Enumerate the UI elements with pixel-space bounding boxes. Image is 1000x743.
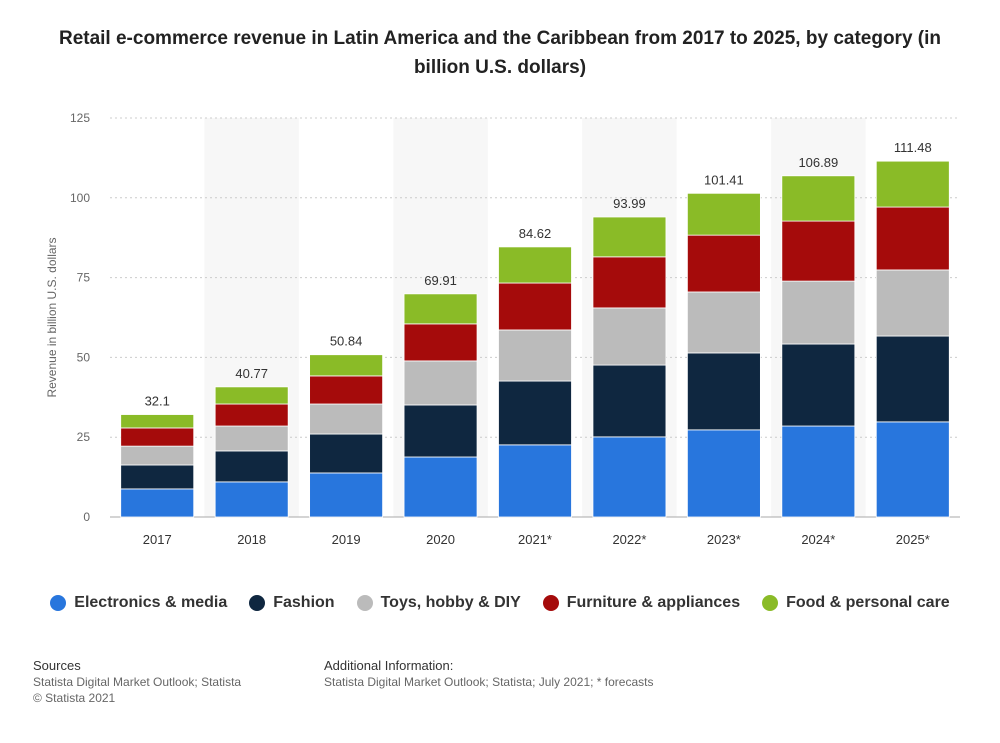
legend-marker-icon <box>356 595 373 611</box>
y-tick-label: 50 <box>77 350 91 364</box>
y-tick-label: 0 <box>83 510 90 524</box>
bar-segment <box>781 280 856 345</box>
bar-segment <box>120 464 195 490</box>
legend-label: Electronics & media <box>74 594 228 611</box>
bar-segment <box>592 307 667 366</box>
x-tick-label: 2017 <box>143 532 172 547</box>
bar-segment <box>781 343 856 427</box>
legend-item[interactable]: Electronics & media <box>50 594 227 612</box>
bar-segment <box>498 246 572 284</box>
x-tick-label: 2019 <box>332 532 361 547</box>
y-tick-label: 100 <box>70 191 90 205</box>
bar-segment <box>875 269 950 337</box>
bar-segment <box>403 323 478 362</box>
y-tick-label: 125 <box>70 111 90 125</box>
y-tick-label: 75 <box>77 271 91 285</box>
bar-segment <box>875 206 950 271</box>
data-label: 106.89 <box>798 155 838 170</box>
bar-segment <box>214 481 289 518</box>
legend-marker-icon <box>249 595 266 611</box>
bar-segment <box>120 445 195 466</box>
bar-segment <box>214 386 289 405</box>
bar-segment <box>309 354 384 377</box>
bar-segment <box>592 256 667 309</box>
stacked-bar-chart: 0 25 50 75 100 125 Revenue in billion U.S. dol… <box>45 111 960 547</box>
bar-segment <box>781 425 856 518</box>
data-label: 32.1 <box>145 394 170 409</box>
bar-segment <box>875 421 950 518</box>
bar-segment <box>875 160 950 208</box>
bar-segment <box>686 291 761 354</box>
sources-text: Statista Digital Market Outlook; Statist… <box>33 675 242 689</box>
bar-segment <box>686 429 761 518</box>
info-text: Statista Digital Market Outlook; Statist… <box>324 675 654 689</box>
info-label: Additional Information: <box>324 658 454 673</box>
legend-marker-icon <box>50 595 67 611</box>
data-label: 69.91 <box>424 273 457 288</box>
bar-segment <box>214 403 289 427</box>
bar-segment <box>309 403 384 435</box>
chart-title: Retail e-commerce revenue in Latin Ameri… <box>58 28 942 78</box>
legend-item[interactable]: Furniture & appliances <box>542 594 741 612</box>
bar-segment <box>309 472 384 518</box>
x-tick-label: 2024* <box>801 532 835 547</box>
bar-segment <box>686 192 761 236</box>
data-label: 50.84 <box>330 334 363 349</box>
sources-label: Sources <box>33 658 81 673</box>
legend-item[interactable]: Fashion <box>249 594 335 612</box>
bar-segment <box>686 352 761 431</box>
bar-segment <box>120 414 195 429</box>
sources: Sources Statista Digital Market Outlook;… <box>33 658 241 706</box>
bar-segment <box>781 175 856 222</box>
data-label: 93.99 <box>613 196 646 211</box>
bar-segment <box>592 436 667 518</box>
y-axis-label: Revenue in billion U.S. dollars <box>45 237 59 397</box>
bar-segment <box>120 488 195 518</box>
x-tick-label: 2023* <box>707 532 741 547</box>
x-tick-label: 2022* <box>612 532 646 547</box>
bar-segment <box>498 380 572 446</box>
legend: Electronics & media Fashion Toys, hobby & … <box>0 594 1000 612</box>
bar-segment <box>309 433 384 474</box>
x-tick-label: 2021* <box>518 532 552 547</box>
data-label: 40.77 <box>235 366 268 381</box>
x-tick-label: 2018 <box>237 532 266 547</box>
bar-segment <box>781 220 856 282</box>
bar-segment <box>403 456 478 518</box>
legend-marker-icon <box>542 595 559 611</box>
bar-segment <box>214 450 289 483</box>
y-tick-label: 25 <box>77 430 91 444</box>
bar-segment <box>498 282 572 331</box>
legend-marker-icon <box>762 595 779 611</box>
data-label: 111.48 <box>894 140 932 155</box>
bar-segment <box>875 335 950 423</box>
legend-label: Furniture & appliances <box>566 594 741 611</box>
copyright: © Statista 2021 <box>33 691 116 705</box>
bar-segment <box>120 427 195 447</box>
additional-info: Additional Information: Statista Digital… <box>324 658 653 690</box>
bar-segment <box>309 375 384 405</box>
legend-label: Toys, hobby & DIY <box>380 594 521 611</box>
x-tick-label: 2025* <box>896 532 930 547</box>
x-tick-label: 2020 <box>426 532 455 547</box>
bar-segment <box>498 329 572 382</box>
data-label: 84.62 <box>519 226 552 241</box>
bar-segment <box>686 234 761 293</box>
data-label: 101.41 <box>704 172 744 187</box>
bar-segment <box>592 216 667 258</box>
legend-item[interactable]: Food & personal care <box>762 594 950 612</box>
bar-segment <box>498 444 572 518</box>
bar-segment <box>403 360 478 406</box>
bar-segment <box>592 364 667 438</box>
legend-label: Fashion <box>273 594 335 611</box>
bar-segment <box>403 404 478 458</box>
bar-segment <box>214 425 289 452</box>
legend-item[interactable]: Toys, hobby & DIY <box>356 594 521 612</box>
legend-label: Food & personal care <box>786 594 950 611</box>
bar-segment <box>403 293 478 325</box>
